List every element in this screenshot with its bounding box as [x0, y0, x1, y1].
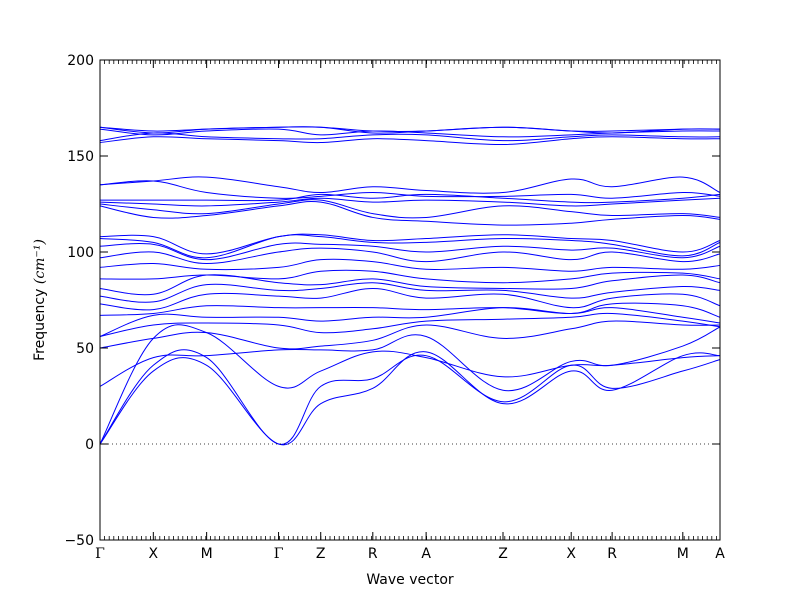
y-tick-label: 0	[85, 437, 94, 453]
band-line	[99, 132, 721, 142]
x-tick-label: X	[149, 546, 159, 562]
band-line	[99, 312, 721, 337]
band-line	[99, 282, 721, 303]
band-line	[99, 349, 721, 445]
x-tick-label: M	[677, 546, 689, 562]
x-axis-label: Wave vector	[366, 572, 454, 588]
y-axis-label-text: Frequency	[32, 289, 48, 361]
plot-frame	[99, 59, 721, 541]
band-line	[99, 351, 721, 446]
band-line	[99, 126, 721, 133]
y-axis-label: Frequency (cm⁻¹)	[32, 239, 48, 361]
minor-x-ticks	[99, 60, 717, 540]
band-line	[99, 233, 721, 255]
y-tick-label: 150	[67, 149, 94, 165]
x-tick-label: R	[607, 546, 617, 562]
x-tick-label: Γ	[95, 546, 105, 562]
x-tick-label: Z	[498, 546, 508, 562]
band-line	[100, 193, 721, 204]
x-tick-label: Z	[316, 546, 326, 562]
band-line	[99, 307, 721, 337]
y-tick-label: 200	[67, 53, 94, 69]
y-axis-ticks: −50 0 50 100 150 200	[64, 53, 720, 549]
x-tick-label: Γ	[274, 546, 284, 562]
band-line	[99, 302, 721, 318]
band-line	[99, 136, 721, 145]
band-line	[99, 320, 721, 350]
x-tick-label: R	[368, 546, 378, 562]
band-line	[99, 258, 721, 272]
band-line	[99, 242, 721, 261]
band-line	[99, 326, 721, 392]
y-tick-label: −50	[64, 533, 94, 549]
band-line	[99, 247, 721, 265]
band-line	[99, 199, 721, 219]
x-tick-label: M	[201, 546, 213, 562]
band-line	[99, 287, 721, 311]
band-line	[99, 197, 721, 207]
band-line	[99, 200, 721, 226]
x-tick-label: X	[566, 546, 576, 562]
band-lines	[99, 126, 721, 446]
band-line	[99, 176, 721, 194]
band-line	[99, 234, 721, 259]
x-tick-label: A	[421, 546, 431, 562]
y-tick-label: 50	[76, 341, 94, 357]
band-line	[99, 180, 721, 199]
band-line	[99, 269, 721, 284]
y-axis-unit: (cm⁻¹)	[32, 239, 48, 284]
y-tick-label: 100	[67, 245, 94, 261]
x-tick-label: A	[715, 546, 725, 562]
